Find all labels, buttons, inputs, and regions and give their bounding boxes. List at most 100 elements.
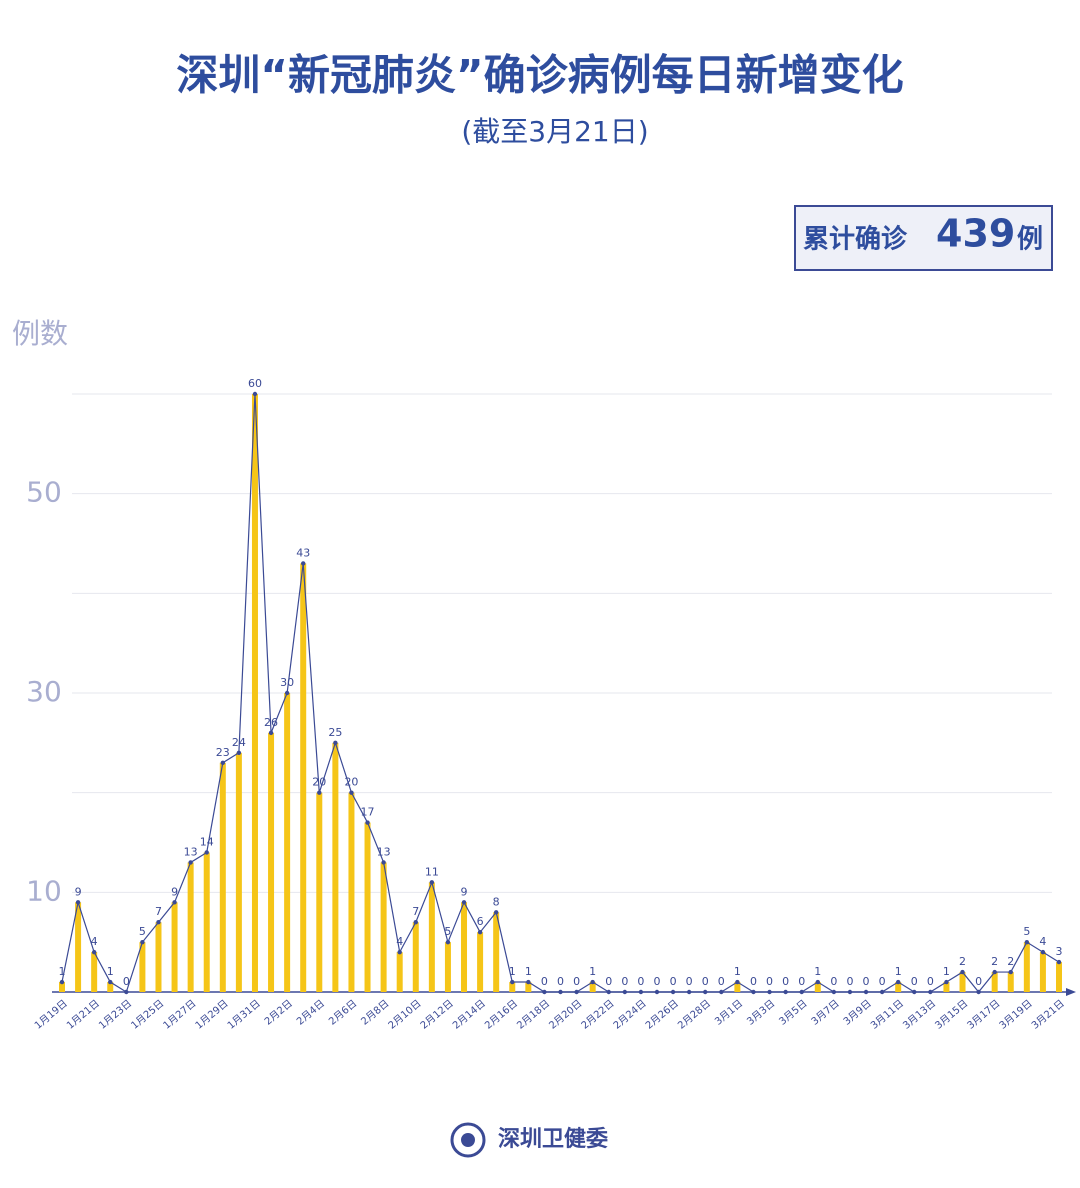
y-tick-label: 10: [26, 874, 62, 907]
value-label: 2: [959, 955, 966, 968]
point: [912, 989, 917, 995]
point: [284, 690, 290, 696]
value-label: 0: [846, 975, 853, 988]
bar: [332, 742, 339, 992]
y-tick-label: 30: [26, 675, 62, 708]
value-label: 43: [296, 546, 310, 559]
x-tick-label: 2月26日: [643, 997, 681, 1031]
bar: [380, 862, 387, 992]
x-tick-label: 3月17日: [965, 997, 1003, 1031]
value-label: 8: [493, 895, 500, 908]
bar: [428, 882, 435, 992]
value-label: 30: [280, 676, 294, 689]
point: [268, 730, 274, 736]
bar: [235, 752, 242, 992]
bar: [364, 822, 371, 992]
point: [172, 900, 177, 905]
x-tick-label: 1月27日: [161, 997, 199, 1031]
point: [477, 930, 483, 935]
total-suffix: 例: [1017, 225, 1043, 255]
value-label: 0: [879, 975, 886, 988]
x-tick-label: 3月1日: [712, 997, 745, 1027]
bar: [155, 922, 162, 992]
x-tick-label: 2月28日: [675, 997, 713, 1031]
bar: [107, 982, 114, 992]
value-label: 0: [718, 975, 725, 988]
x-tick-label: 2月16日: [482, 997, 520, 1031]
value-label: 6: [477, 915, 484, 928]
value-label: 3: [1056, 945, 1063, 958]
bar: [589, 982, 596, 992]
value-label: 13: [184, 845, 198, 858]
bar: [300, 563, 307, 992]
point: [944, 979, 949, 985]
point: [493, 910, 499, 915]
value-label: 1: [814, 965, 821, 978]
point: [703, 989, 708, 995]
bar: [91, 952, 98, 992]
point: [365, 820, 370, 825]
value-label: 9: [461, 885, 468, 898]
value-label: 2: [991, 955, 998, 968]
x-tick-label: 3月13日: [901, 997, 939, 1031]
point: [429, 880, 435, 885]
chart-title: 深圳“新冠肺炎”确诊病例每日新增变化: [176, 51, 903, 100]
point: [156, 920, 161, 925]
value-label: 0: [653, 975, 660, 988]
bar: [814, 982, 821, 992]
point: [863, 989, 869, 995]
point: [397, 949, 402, 955]
bar: [943, 982, 950, 992]
x-tick-label: 2月18日: [515, 997, 553, 1031]
point: [831, 989, 837, 995]
point: [301, 561, 306, 566]
point: [317, 790, 322, 795]
value-label: 7: [155, 905, 162, 918]
point: [606, 989, 611, 995]
x-tick-label: 2月24日: [611, 997, 649, 1031]
value-label: 0: [927, 975, 934, 988]
x-tick-label: 2月14日: [450, 997, 488, 1031]
bar: [525, 982, 532, 992]
value-label: 17: [361, 806, 375, 819]
logo: [450, 1122, 486, 1158]
value-label: 0: [830, 975, 837, 988]
point: [108, 979, 113, 985]
x-tick-label: 3月15日: [933, 997, 971, 1031]
value-label: 1: [107, 965, 114, 978]
value-label: 5: [1023, 925, 1030, 938]
bar: [895, 982, 902, 992]
value-label: 0: [670, 975, 677, 988]
point: [719, 989, 724, 995]
bar: [1007, 972, 1014, 992]
point: [767, 989, 772, 995]
bar: [461, 902, 468, 992]
x-tick-label: 3月19日: [997, 997, 1035, 1031]
point: [847, 989, 853, 995]
value-label: 1: [943, 965, 950, 978]
value-label: 11: [425, 865, 439, 878]
point: [976, 989, 981, 995]
value-label: 4: [91, 935, 98, 948]
value-label: 0: [541, 975, 548, 988]
total-box: [794, 205, 1053, 271]
value-label: 1: [509, 965, 516, 978]
bar: [734, 982, 741, 992]
point: [542, 989, 547, 995]
value-label: 0: [702, 975, 709, 988]
value-label: 0: [557, 975, 564, 988]
value-label: 25: [328, 726, 342, 739]
x-tick-label: 3月3日: [745, 997, 778, 1027]
point: [992, 969, 997, 975]
point: [252, 391, 258, 397]
value-label: 7: [412, 905, 419, 918]
value-label: 0: [975, 975, 982, 988]
point: [445, 939, 451, 945]
value-label: 0: [686, 975, 693, 988]
value-label: 26: [264, 716, 278, 729]
point: [1008, 969, 1013, 975]
chart-subtitle: (截至3月21日): [461, 115, 648, 148]
point: [654, 989, 660, 995]
point: [960, 969, 965, 975]
